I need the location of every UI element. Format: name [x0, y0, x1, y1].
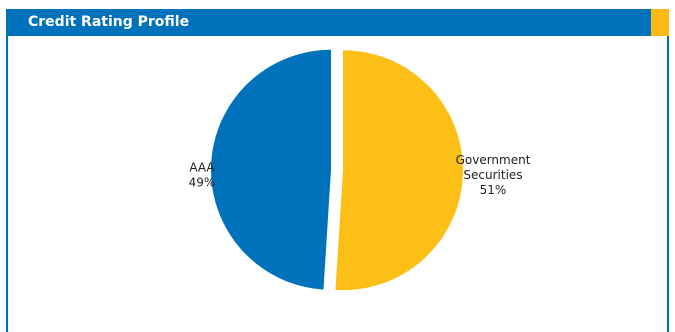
- slice-label-2: AAA 49%: [189, 161, 216, 190]
- pie-slice-2: [211, 49, 332, 290]
- panel-header: Credit Rating Profile: [6, 9, 669, 36]
- pie-labels: Government Securities 51% AAA 49%: [189, 153, 531, 197]
- header-accent-block: [651, 9, 669, 36]
- panel-title: Credit Rating Profile: [28, 14, 190, 30]
- pie-slice-1: [335, 50, 463, 291]
- pie-slices: [211, 49, 463, 291]
- chart-panel: [6, 9, 669, 332]
- slice-label-1: Government Securities 51%: [456, 153, 531, 197]
